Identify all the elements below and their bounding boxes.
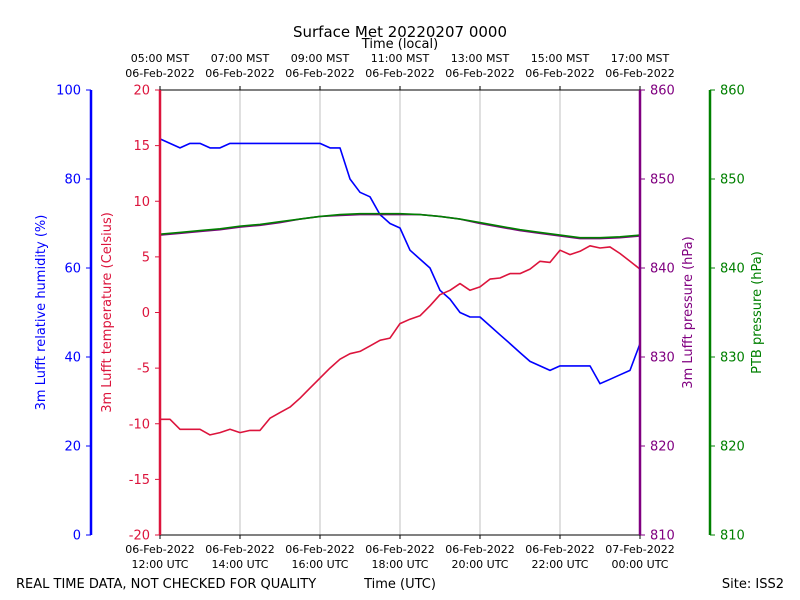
x-tick-label-utc-date: 06-Feb-2022 [445,543,514,556]
x-axis-label: Time (UTC) [363,577,436,592]
ptb-tick-label: 850 [720,173,745,188]
temp-tick-label: 15 [133,139,150,154]
x-tick-label-utc-date: 06-Feb-2022 [285,543,354,556]
rh-tick-label: 80 [64,173,81,188]
temp-axis-label: 3m Lufft temperature (Celsius) [100,212,115,413]
x-tick-label-local-time: 11:00 MST [371,52,430,65]
x-tick-label-local-date: 06-Feb-2022 [605,67,674,80]
pres-tick-label: 840 [650,262,675,277]
ptb-tick-label: 860 [720,84,745,99]
temp-tick-label: 0 [142,306,150,321]
temp-series-line [160,245,641,436]
x-tick-label-local-date: 06-Feb-2022 [365,67,434,80]
rh-tick-label: 0 [73,529,81,544]
ptb-tick-label: 820 [720,440,745,455]
pres-tick-label: 810 [650,529,675,544]
temp-tick-label: 5 [142,250,150,265]
rh-tick-label: 40 [64,351,81,366]
x-tick-label-utc-date: 06-Feb-2022 [205,543,274,556]
x-tick-label-local-time: 09:00 MST [291,52,350,65]
temp-tick-label: -5 [137,362,150,377]
x-ticks: 06-Feb-2022 12:00 UTC 05:00 MST 06-Feb-2022… [125,52,674,571]
top-axis-label: Time (local) [361,37,438,52]
pres-tick-label: 860 [650,84,675,99]
grid-lines [159,90,641,535]
x-tick-label-utc-date: 07-Feb-2022 [605,543,674,556]
x-tick-label-local-time: 13:00 MST [451,52,510,65]
x-tick-label-utc-time: 14:00 UTC [211,558,268,571]
footer-quality-note: REAL TIME DATA, NOT CHECKED FOR QUALITY [16,577,316,592]
x-tick-label-utc-time: 18:00 UTC [371,558,428,571]
rh-tick-label: 20 [64,440,81,455]
ptb-series-line [159,212,641,239]
temp-tick-label: -10 [129,417,150,432]
x-tick-label-local-time: 17:00 MST [611,52,670,65]
pres-axis-label: 3m Lufft pressure (hPa) [681,236,696,388]
x-tick-label-utc-time: 22:00 UTC [531,558,588,571]
temp-tick-label: -15 [129,473,150,488]
series-layer [159,138,641,436]
x-tick-label-local-date: 06-Feb-2022 [445,67,514,80]
rh-tick-label: 60 [64,262,81,277]
rh-tick-label: 100 [56,84,81,99]
x-tick-label-local-time: 15:00 MST [531,52,590,65]
x-tick-label-local-date: 06-Feb-2022 [125,67,194,80]
x-tick-label-utc-time: 12:00 UTC [131,558,188,571]
rh-series-line [159,138,641,385]
x-tick-label-utc-time: 16:00 UTC [291,558,348,571]
ptb-axis-label: PTB pressure (hPa) [750,251,765,374]
x-tick-label-utc-date: 06-Feb-2022 [125,543,194,556]
ptb-tick-label: 830 [720,351,745,366]
pres-tick-label: 830 [650,351,675,366]
x-tick-label-utc-time: 20:00 UTC [451,558,508,571]
ptb-tick-label: 810 [720,529,745,544]
temp-tick-label: 10 [133,195,150,210]
pres-series-line [159,213,641,240]
x-tick-label-local-date: 06-Feb-2022 [525,67,594,80]
chart-title: Surface Met 20220207 0000 [293,23,507,41]
x-tick-label-local-time: 05:00 MST [131,52,190,65]
x-tick-label-local-date: 06-Feb-2022 [285,67,354,80]
footer-site: Site: ISS2 [722,577,784,592]
temp-tick-label: -20 [129,529,150,544]
ptb-tick-label: 840 [720,262,745,277]
pres-tick-label: 850 [650,173,675,188]
temp-tick-label: 20 [133,84,150,99]
x-tick-label-utc-time: 00:00 UTC [611,558,668,571]
x-tick-label-local-time: 07:00 MST [211,52,270,65]
rh-axis-label: 3m Lufft relative humidity (%) [34,215,49,411]
x-tick-label-utc-date: 06-Feb-2022 [365,543,434,556]
x-tick-label-utc-date: 06-Feb-2022 [525,543,594,556]
x-tick-label-local-date: 06-Feb-2022 [205,67,274,80]
pres-tick-label: 820 [650,440,675,455]
